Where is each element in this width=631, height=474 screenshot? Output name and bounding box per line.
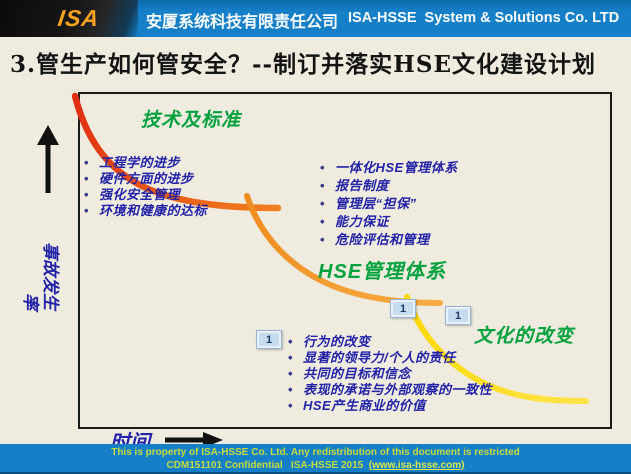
list-item: 硬件方面的进步 <box>84 171 207 187</box>
list-item: HSE产生商业的价值 <box>288 398 492 414</box>
list-item: 一体化HSE管理体系 <box>320 159 458 177</box>
stage2-bullet-list: 一体化HSE管理体系 报告制度 管理层“担保” 能力保证 危险评估和管理 <box>320 159 458 249</box>
chart-frame <box>78 92 612 429</box>
stage3-bullet-list: 行为的改变 显著的领导力/个人的责任 共同的目标和信念 表现的承诺与外部观察的一… <box>288 334 492 414</box>
list-item: 显著的领导力/个人的责任 <box>288 350 492 366</box>
company-name-chinese: 安厦系统科技有限责任公司 <box>146 14 339 31</box>
logo-area: ISA <box>0 0 138 37</box>
y-axis-label: 事故发生率 <box>21 242 60 310</box>
isa-logo: ISA <box>56 5 102 31</box>
company-name-english: ISA-HSSE System & Solutions Co. LTD <box>348 10 620 26</box>
list-item: 表现的承诺与外部观察的一致性 <box>288 382 492 398</box>
stage1-bullet-list: 工程学的进步 硬件方面的进步 强化安全管理 环境和健康的达标 <box>84 155 207 219</box>
footer-website-link[interactable]: (www.isa-hsse.com) <box>368 460 465 471</box>
list-item: 能力保证 <box>320 213 458 231</box>
list-item: 环境和健康的达标 <box>84 203 207 219</box>
animation-badge: 1 <box>256 330 282 349</box>
animation-badge: 1 <box>445 306 471 325</box>
stage-label-technology: 技术及标准 <box>141 110 242 131</box>
stage-label-hse-system: HSE管理体系 <box>318 261 447 283</box>
list-item: 管理层“担保” <box>320 195 458 213</box>
footer-property-notice: This is property of ISA-HSSE Co. Ltd. An… <box>111 447 520 458</box>
list-item: 报告制度 <box>320 177 458 195</box>
y-axis-up-arrow-icon <box>37 125 59 193</box>
page-title: 3.管生产如何管安全？--制订并落实HSE文化建设计划 <box>10 51 596 78</box>
footer-confidential-text: CDM151101 Confidential ISA-HSSE 2015 <box>166 460 369 471</box>
list-item: 危险评估和管理 <box>320 231 458 249</box>
list-item: 行为的改变 <box>288 334 492 350</box>
list-item: 工程学的进步 <box>84 155 207 171</box>
list-item: 强化安全管理 <box>84 187 207 203</box>
footer-bar: This is property of ISA-HSSE Co. Ltd. An… <box>0 444 631 474</box>
animation-badge: 1 <box>390 299 416 318</box>
header-bar: ISA 安厦系统科技有限责任公司 ISA-HSSE System & Solut… <box>0 0 631 37</box>
stage-label-culture: 文化的改变 <box>474 326 575 347</box>
list-item: 共同的目标和信念 <box>288 366 492 382</box>
footer-confidential-line: CDM151101 Confidential ISA-HSSE 2015 (ww… <box>0 459 631 472</box>
